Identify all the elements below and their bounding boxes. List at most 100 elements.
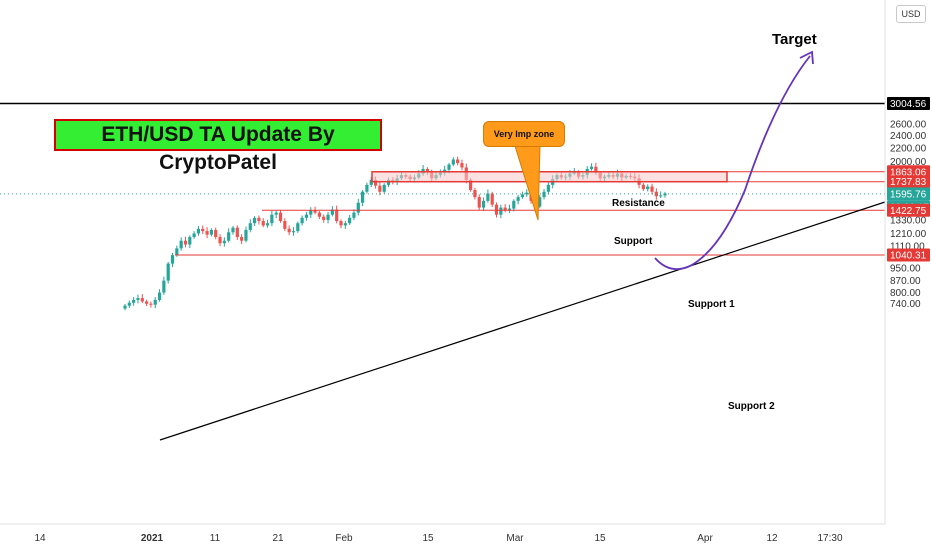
candle-body [218,237,222,244]
support1-label: Support 1 [688,299,735,310]
candle-body [153,299,157,305]
candle-body [140,298,144,302]
candle-body [486,193,490,201]
price-tick-label: 2000.00 [890,157,927,168]
candle-body [594,166,598,173]
candle-body [546,184,550,192]
time-tick-label: 12 [766,533,778,544]
candle-body [352,212,356,218]
candle-body [278,212,283,222]
candle-body [490,193,494,205]
candle-body [361,191,365,203]
resistance-zone [371,171,728,183]
candle-body [641,184,645,190]
candle-body [473,189,477,198]
very-imp-zone-callout: Very Imp zone [483,121,565,147]
candle-body [503,207,507,211]
candle-body [646,186,650,190]
candle-body [188,237,192,245]
candle-body [201,228,205,232]
candle-body [317,212,321,217]
candle-body [348,217,352,224]
candle-body [356,202,360,213]
support-label: Support [614,236,653,247]
chart-title-label: ETH/USD TA Update By CryptoPatel [54,119,382,174]
time-tick-label: 11 [210,533,221,544]
candle-body [291,231,296,233]
candle-body [589,166,594,169]
candle-body [300,217,304,224]
candle-body [240,237,244,241]
candle-body [499,207,503,215]
time-tick-label: 15 [422,533,434,544]
candle-body [650,186,654,192]
candle-body [123,305,127,309]
target-price-tag-bg [887,96,930,110]
candle-body [261,221,265,226]
resistance-top-price-tag: 1863.06 [890,167,927,178]
candle-body [227,232,231,241]
candle-body [460,163,464,168]
candle-body [214,229,218,238]
time-tick-label: Mar [506,533,524,544]
candle-body [170,255,175,264]
support2-price-tag: 1040.31 [890,251,927,262]
currency-button[interactable]: USD [896,5,926,23]
candle-body [339,221,343,226]
candle-body [287,228,291,233]
resistance-bottom-price-tag-bg [887,175,930,189]
time-tick-label: 14 [34,533,46,544]
candle-body [248,223,252,230]
price-tick-label: 1330.00 [890,215,927,226]
candle-body [520,194,525,198]
candle-body [322,216,326,220]
candle-body [481,200,486,208]
candle-body [136,298,140,300]
candle-body [304,214,309,218]
candle-body [257,217,261,222]
candle-body [183,240,188,245]
candle-body [538,197,542,207]
candle-body [205,231,209,235]
candle-body [525,192,529,195]
support1-price-tag-bg [887,203,930,217]
candle-body [343,223,347,226]
candle-body [309,210,313,215]
candle-body [507,208,512,211]
price-tick-label: 1210.00 [890,229,927,240]
candle-body [469,179,473,190]
candle-body [477,197,481,208]
price-tick-label: 1110.00 [890,241,925,252]
candle-body [145,301,149,304]
candle-body [283,221,287,229]
candle-body [265,223,270,226]
price-tick-label: 950.00 [890,264,921,275]
resistance-bottom-price-tag: 1737.83 [890,177,927,188]
price-tick-label: 800.00 [890,288,921,299]
price-tick-label: 2400.00 [890,131,927,142]
support1-price-tag: 1422.75 [890,206,927,217]
support2-price-tag-bg [887,248,930,262]
candle-body [659,195,663,197]
candle-body [663,193,667,196]
price-tick-label: 2200.00 [890,144,927,155]
time-tick-label: 15 [594,533,606,544]
resistance-label: Resistance [612,198,665,209]
candle-body [512,200,516,209]
candle-body [162,280,166,293]
candle-body [253,217,257,224]
candle-body [296,223,300,232]
price-tick-label: 870.00 [890,276,921,287]
candle-body [516,197,520,201]
time-tick-label: 2021 [141,533,164,544]
candle-body [179,240,183,249]
candle-body [149,303,153,305]
candle-body [132,299,136,303]
candle-body [270,214,274,224]
candle-body [313,210,317,213]
candle-body [244,229,248,241]
ascending-trendline [159,201,886,441]
candle-body [231,227,235,233]
